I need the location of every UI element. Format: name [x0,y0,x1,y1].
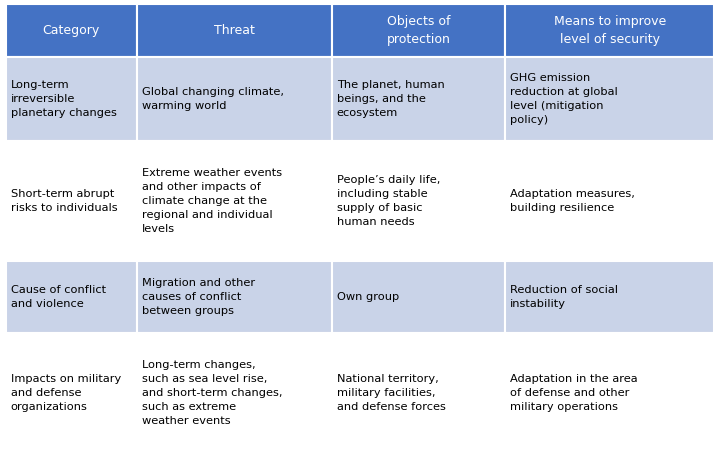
Bar [6,141,137,261]
Text: Global changing climate,
warming world: Global changing climate, warming world [142,87,284,111]
Bar [137,4,332,57]
Bar [137,57,332,141]
Bar [505,57,714,141]
Text: Adaptation measures,
building resilience: Adaptation measures, building resilience [510,189,635,213]
Bar [505,141,714,261]
Bar [505,4,714,57]
Bar [6,261,137,333]
Bar [332,333,505,453]
Bar [332,4,505,57]
Bar [505,333,714,453]
Text: GHG emission
reduction at global
level (mitigation
policy): GHG emission reduction at global level (… [510,73,618,125]
Text: Own group: Own group [337,292,399,302]
Text: Impacts on military
and defense
organizations: Impacts on military and defense organiza… [11,374,121,412]
Text: Threat: Threat [214,24,255,37]
Text: Category: Category [42,24,100,37]
Text: Long-term changes,
such as sea level rise,
and short-term changes,
such as extre: Long-term changes, such as sea level ris… [142,360,282,426]
Bar [332,57,505,141]
Bar [6,333,137,453]
Bar [137,261,332,333]
Text: Cause of conflict
and violence: Cause of conflict and violence [11,285,106,309]
Text: Migration and other
causes of conflict
between groups: Migration and other causes of conflict b… [142,278,255,316]
Text: Extreme weather events
and other impacts of
climate change at the
regional and i: Extreme weather events and other impacts… [142,168,282,234]
Text: People’s daily life,
including stable
supply of basic
human needs: People’s daily life, including stable su… [337,175,440,227]
Text: Reduction of social
instability: Reduction of social instability [510,285,618,309]
Bar [505,261,714,333]
Bar [332,141,505,261]
Bar [137,141,332,261]
Bar [6,4,137,57]
Text: National territory,
military facilities,
and defense forces: National territory, military facilities,… [337,374,446,412]
Bar [6,57,137,141]
Text: Means to improve
level of security: Means to improve level of security [554,15,666,46]
Text: Short-term abrupt
risks to individuals: Short-term abrupt risks to individuals [11,189,117,213]
Bar [332,261,505,333]
Text: Long-term
irreversible
planetary changes: Long-term irreversible planetary changes [11,80,117,117]
Text: Adaptation in the area
of defense and other
military operations: Adaptation in the area of defense and ot… [510,374,638,412]
Text: The planet, human
beings, and the
ecosystem: The planet, human beings, and the ecosys… [337,80,444,117]
Text: Objects of
protection: Objects of protection [387,15,451,46]
Bar [137,333,332,453]
